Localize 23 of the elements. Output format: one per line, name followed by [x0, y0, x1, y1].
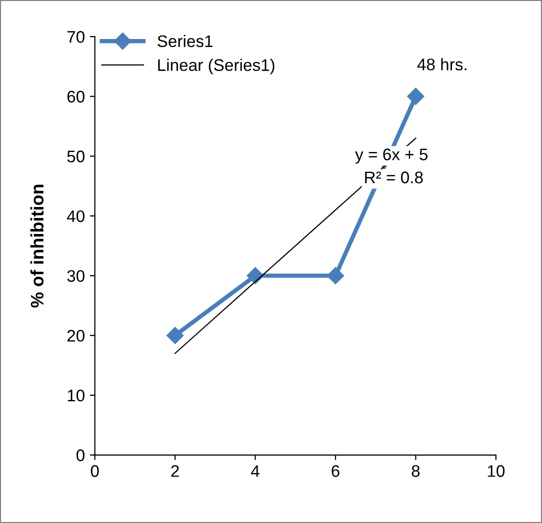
legend-label: Linear (Series1) — [158, 58, 274, 74]
annotation: R² = 0.8 — [365, 172, 423, 184]
y-axis-title: % of inhibition — [30, 184, 44, 308]
y-tick-label: 70 — [67, 31, 84, 43]
y-tick-label: 50 — [67, 150, 84, 162]
y-tick-label: 10 — [68, 390, 84, 402]
annotation: y = 6x + 5 — [355, 148, 428, 164]
x-tick-label: 10 — [488, 465, 505, 477]
legend-label: Series1 — [158, 34, 213, 48]
x-tick-label: 8 — [412, 465, 420, 477]
x-tick-label: 2 — [171, 465, 179, 477]
x-tick-label: 6 — [332, 465, 340, 477]
y-tick-label: 40 — [66, 210, 84, 222]
y-tick-label: 20 — [67, 330, 84, 342]
point — [407, 88, 424, 105]
x-tick-label: 4 — [251, 465, 260, 477]
y-tick-label: 0 — [76, 449, 84, 462]
x-tick-label: 0 — [90, 465, 99, 477]
y-tick-label: 60 — [67, 90, 84, 103]
annotation: 48 hrs. — [417, 58, 466, 70]
point — [326, 267, 344, 284]
point — [166, 326, 184, 344]
y-tick-label: 30 — [67, 270, 84, 282]
